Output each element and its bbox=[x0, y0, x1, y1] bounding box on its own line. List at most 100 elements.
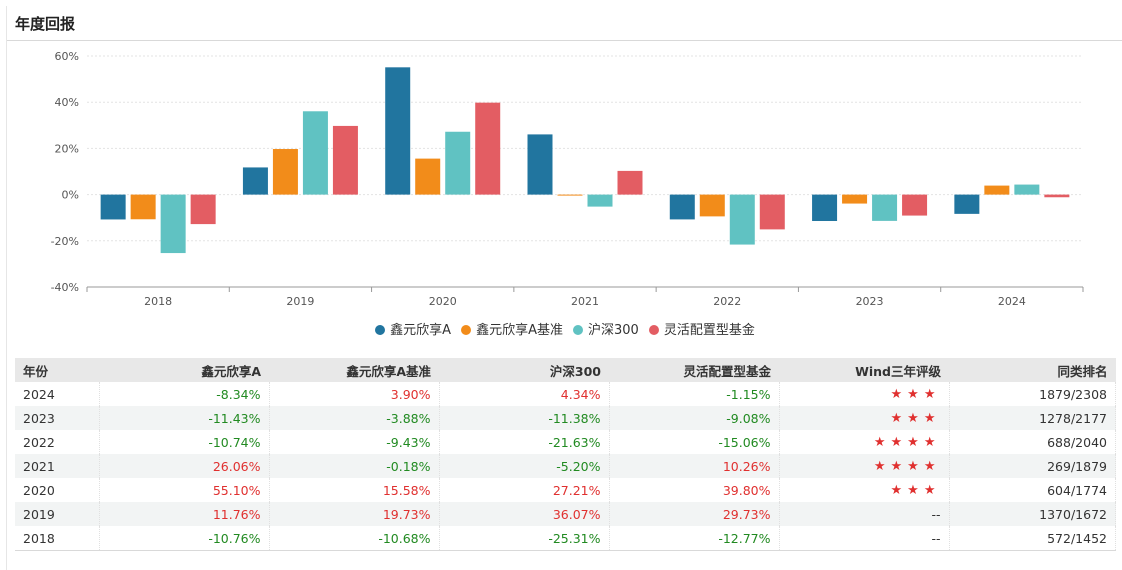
annual-returns-chart: -40% -20% 0% 20% 40% 60% 2018 2019 2020 2021 2022 2… bbox=[51, 50, 1084, 306]
bar bbox=[190, 194, 216, 225]
cell-hs300-return: 27.21% bbox=[439, 478, 610, 502]
bar bbox=[527, 134, 553, 195]
cell-peer-return: 10.26% bbox=[609, 454, 780, 478]
legend-item[interactable]: 灵活配置型基金 bbox=[648, 319, 755, 338]
x-tick-label: 2020 bbox=[429, 295, 457, 306]
bar bbox=[902, 194, 928, 216]
bar bbox=[759, 194, 785, 230]
legend-dot-icon bbox=[375, 325, 386, 335]
cell-year: 2018 bbox=[15, 526, 100, 551]
col-header-year: 年份 bbox=[15, 358, 99, 382]
annual-returns-panel: 年度回报 -40% -20% 0% 20% 40% 60% 2018 2019 2020 2021… bbox=[6, 6, 1122, 570]
table-row: 2019 11.76% 19.73% 36.07% 29.73% -- 1370/1672 bbox=[15, 502, 1116, 526]
bar bbox=[445, 131, 471, 195]
bar bbox=[302, 111, 328, 195]
bar bbox=[160, 194, 186, 254]
legend-dot-icon bbox=[572, 325, 583, 335]
cell-rating: ★★★ bbox=[779, 478, 950, 502]
cell-rank: 1879/2308 bbox=[949, 382, 1116, 406]
panel-title: 年度回报 bbox=[15, 15, 76, 33]
legend-dot-icon bbox=[648, 325, 659, 335]
cell-benchmark-return: -3.88% bbox=[269, 406, 440, 430]
cell-peer-return: -12.77% bbox=[609, 526, 780, 551]
bar bbox=[729, 194, 755, 245]
bar bbox=[587, 194, 613, 207]
bar bbox=[812, 194, 838, 222]
col-header-fund: 鑫元欣享A bbox=[99, 358, 269, 382]
bar bbox=[699, 194, 725, 217]
cell-fund-return: -10.74% bbox=[99, 430, 270, 454]
col-header-peer: 灵活配置型基金 bbox=[609, 358, 779, 382]
bar bbox=[130, 194, 156, 220]
bar bbox=[475, 102, 501, 195]
legend-label: 灵活配置型基金 bbox=[663, 323, 755, 338]
legend-label: 沪深300 bbox=[587, 323, 639, 338]
cell-hs300-return: -25.31% bbox=[439, 526, 610, 551]
cell-rank: 604/1774 bbox=[949, 478, 1116, 502]
col-header-rating: Wind三年评级 bbox=[779, 358, 949, 382]
cell-hs300-return: -5.20% bbox=[439, 454, 610, 478]
cell-benchmark-return: -10.68% bbox=[269, 526, 440, 551]
cell-year: 2022 bbox=[15, 430, 100, 454]
bar bbox=[242, 167, 268, 195]
cell-peer-return: -1.15% bbox=[609, 382, 780, 406]
y-tick-label: 20% bbox=[55, 142, 79, 155]
cell-fund-return: 11.76% bbox=[99, 502, 270, 526]
x-tick-label: 2018 bbox=[144, 295, 172, 306]
cell-rating: ★★★ bbox=[779, 406, 950, 430]
cell-fund-return: -11.43% bbox=[99, 406, 270, 430]
col-header-rank: 同类排名 bbox=[949, 358, 1116, 382]
y-tick-label: 40% bbox=[55, 96, 79, 109]
cell-rank: 572/1452 bbox=[949, 526, 1116, 551]
table-row: 2024 -8.34% 3.90% 4.34% -1.15% ★★★ 1879/2308 bbox=[15, 382, 1116, 406]
bar bbox=[984, 185, 1010, 195]
bar bbox=[872, 194, 898, 221]
cell-fund-return: 55.10% bbox=[99, 478, 270, 502]
bar bbox=[272, 149, 298, 195]
cell-benchmark-return: -9.43% bbox=[269, 430, 440, 454]
bar bbox=[100, 194, 126, 220]
cell-peer-return: 29.73% bbox=[609, 502, 780, 526]
x-tick-label: 2022 bbox=[713, 295, 741, 306]
y-tick-label: -20% bbox=[51, 235, 79, 248]
annual-returns-table: 年份 鑫元欣享A 鑫元欣享A基准 沪深300 灵活配置型基金 Wind三年评级 … bbox=[15, 358, 1116, 551]
legend-item[interactable]: 沪深300 bbox=[572, 319, 639, 338]
cell-rating: -- bbox=[779, 526, 950, 551]
bar bbox=[557, 194, 583, 196]
cell-benchmark-return: 15.58% bbox=[269, 478, 440, 502]
bar bbox=[617, 170, 643, 195]
cell-hs300-return: -11.38% bbox=[439, 406, 610, 430]
cell-benchmark-return: 19.73% bbox=[269, 502, 440, 526]
legend-dot-icon bbox=[461, 325, 472, 335]
cell-rank: 1278/2177 bbox=[949, 406, 1116, 430]
x-tick-label: 2019 bbox=[286, 295, 314, 306]
table-row: 2018 -10.76% -10.68% -25.31% -12.77% -- 572/14… bbox=[15, 526, 1116, 551]
cell-year: 2024 bbox=[15, 382, 100, 406]
bar bbox=[385, 67, 411, 195]
legend-item[interactable]: 鑫元欣享A bbox=[375, 319, 451, 338]
legend-label: 鑫元欣享A bbox=[390, 323, 452, 338]
table-row: 2021 26.06% -0.18% -5.20% 10.26% ★★★★ 269/1879 bbox=[15, 454, 1116, 478]
legend-item[interactable]: 鑫元欣享A基准 bbox=[461, 319, 563, 338]
cell-rating: ★★★★ bbox=[779, 454, 950, 478]
cell-year: 2019 bbox=[15, 502, 100, 526]
x-tick-label: 2023 bbox=[856, 295, 884, 306]
x-tick-label: 2024 bbox=[998, 295, 1026, 306]
cell-benchmark-return: 3.90% bbox=[269, 382, 440, 406]
cell-rank: 688/2040 bbox=[949, 430, 1116, 454]
cell-hs300-return: -21.63% bbox=[439, 430, 610, 454]
cell-rank: 1370/1672 bbox=[949, 502, 1116, 526]
cell-rating: ★★★★ bbox=[779, 430, 950, 454]
cell-peer-return: -15.06% bbox=[609, 430, 780, 454]
y-tick-label: 60% bbox=[55, 50, 79, 63]
y-tick-label: 0% bbox=[62, 189, 79, 202]
cell-hs300-return: 36.07% bbox=[439, 502, 610, 526]
bar bbox=[415, 158, 441, 195]
table-row: 2020 55.10% 15.58% 27.21% 39.80% ★★★ 604/1774 bbox=[15, 478, 1116, 502]
col-header-benchmark: 鑫元欣享A基准 bbox=[269, 358, 439, 382]
bar bbox=[669, 194, 695, 220]
table-header-row: 年份 鑫元欣享A 鑫元欣享A基准 沪深300 灵活配置型基金 Wind三年评级 … bbox=[15, 358, 1116, 382]
bar bbox=[332, 125, 358, 195]
bar bbox=[1044, 194, 1070, 198]
bar bbox=[954, 194, 980, 214]
